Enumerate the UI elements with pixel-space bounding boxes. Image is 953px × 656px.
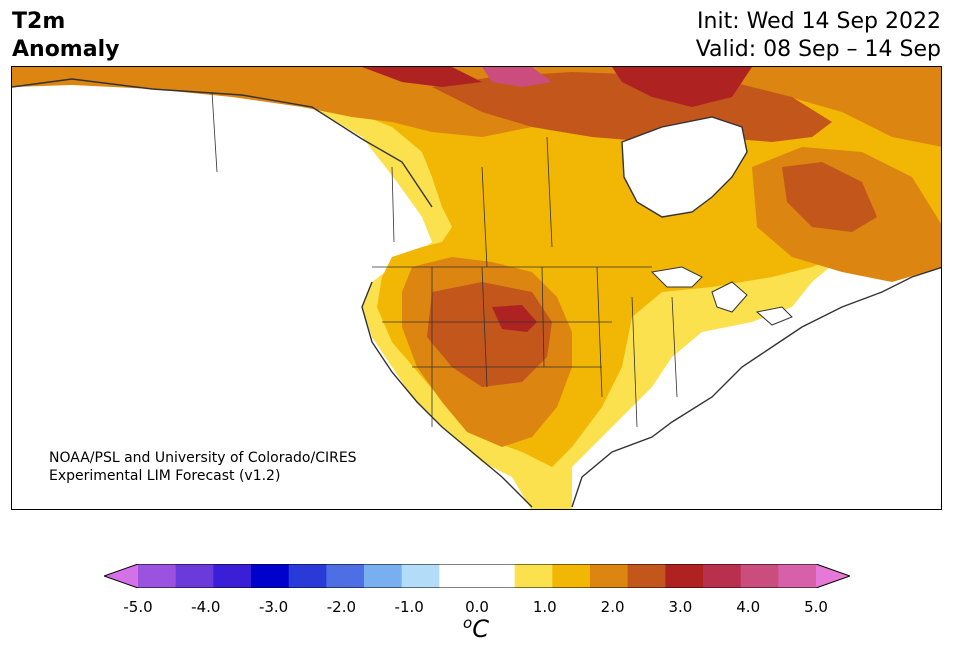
map-title: T2m Anomaly xyxy=(12,8,119,64)
colorbar-segment xyxy=(778,564,817,588)
credit-line-1: NOAA/PSL and University of Colorado/CIRE… xyxy=(49,450,357,466)
title-variable-line2: Anomaly xyxy=(12,37,120,62)
colorbar-segments xyxy=(104,564,850,588)
colorbar-tick-label: 0.0 xyxy=(465,598,489,616)
colorbar-segment xyxy=(288,564,327,588)
colorbar-segment xyxy=(665,564,704,588)
colorbar-segment xyxy=(326,564,365,588)
title-variable-line1: T2m xyxy=(12,9,66,34)
colorbar-segment xyxy=(514,564,553,588)
colorbar-segment xyxy=(740,564,779,588)
arctic-neutral xyxy=(212,147,362,197)
colorbar-segment xyxy=(439,564,478,588)
coastline xyxy=(12,78,941,508)
colorbar-segment xyxy=(213,564,252,588)
gulf-of-mexico xyxy=(572,437,672,509)
colorbar-tick-label: 3.0 xyxy=(668,598,693,616)
colorbar-segment xyxy=(552,564,591,588)
colorbar-segment xyxy=(175,564,214,588)
colorbar-arrow-low xyxy=(104,564,138,588)
political-boundaries xyxy=(211,91,678,428)
colorbar-segment xyxy=(590,564,629,588)
colorbar-tick-label: 5.0 xyxy=(804,598,828,616)
map-dates: Init: Wed 14 Sep 2022 Valid: 08 Sep – 14… xyxy=(696,8,941,64)
colorbar-tick-label: 2.0 xyxy=(600,598,625,616)
contour-2.0-east xyxy=(782,162,877,232)
southeast-neutral xyxy=(652,347,782,477)
init-date: Init: Wed 14 Sep 2022 xyxy=(697,9,941,34)
valid-range: Valid: 08 Sep – 14 Sep xyxy=(695,37,941,62)
great-lakes xyxy=(650,266,793,326)
unit-degree: o xyxy=(463,614,473,632)
contour-3.0 xyxy=(482,67,552,87)
colorbar-segment xyxy=(364,564,403,588)
colorbar-segment xyxy=(477,564,516,588)
colorbar xyxy=(104,564,850,588)
unit-base: C xyxy=(472,615,489,643)
colorbar-tick-label: -4.0 xyxy=(191,598,221,616)
pacific-ocean xyxy=(12,207,511,509)
map-canvas xyxy=(12,67,941,509)
data-credit: NOAA/PSL and University of Colorado/CIRE… xyxy=(49,449,357,485)
colorbar-tick-label: -5.0 xyxy=(123,598,153,616)
colorbar-segment xyxy=(703,564,742,588)
contour-2.5-west xyxy=(492,305,537,332)
colorbar-segment xyxy=(138,564,177,588)
colorbar-unit: oC xyxy=(463,614,489,643)
colorbar-tick-label: -1.0 xyxy=(394,598,424,616)
contour-2.5 xyxy=(362,67,752,107)
colorbar-tick-label: -3.0 xyxy=(258,598,289,616)
credit-line-2: Experimental LIM Forecast (v1.2) xyxy=(49,468,281,484)
colorbar-segment xyxy=(251,564,290,588)
colorbar-arrow-high xyxy=(816,564,850,588)
colorbar-segment xyxy=(627,564,666,588)
colorbar-tick-label: 1.0 xyxy=(532,598,557,616)
colorbar-tick-label: 4.0 xyxy=(736,598,761,616)
hudson-bay xyxy=(622,117,747,217)
colorbar-segment xyxy=(401,564,440,588)
colorbar-tick-label: -2.0 xyxy=(326,598,357,616)
anomaly-map xyxy=(11,66,942,510)
